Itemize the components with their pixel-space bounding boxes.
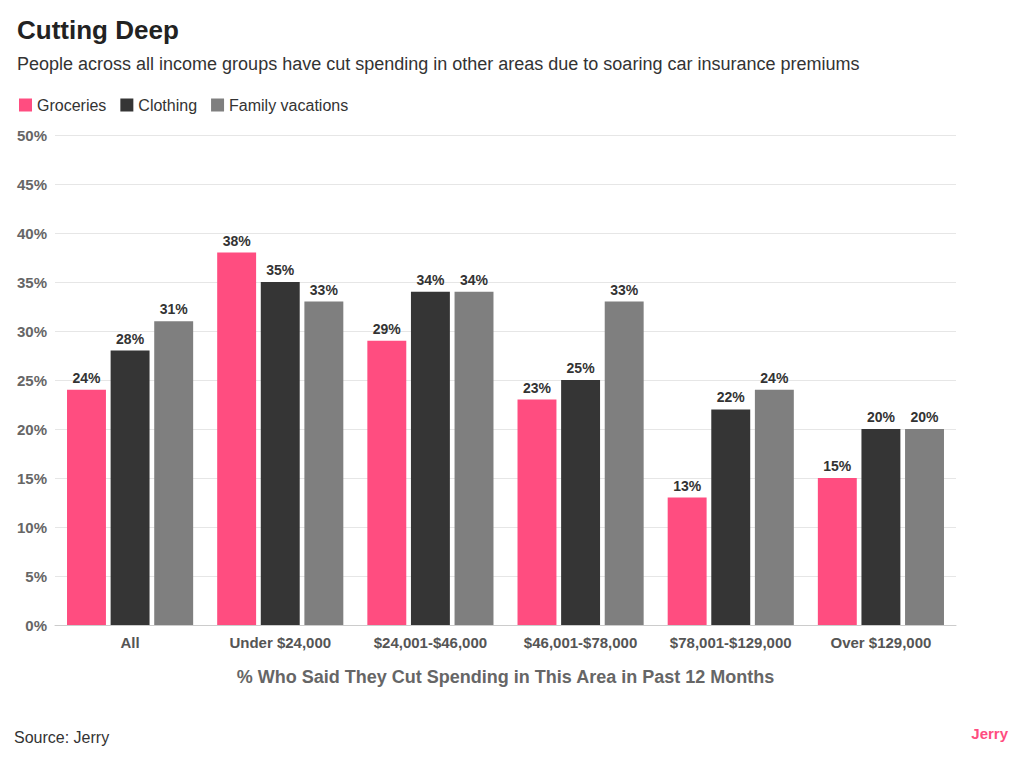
svg-text:20%: 20% [911, 409, 940, 425]
svg-text:50%: 50% [17, 127, 47, 144]
svg-text:$24,001-$46,000: $24,001-$46,000 [374, 634, 487, 651]
svg-text:15%: 15% [823, 458, 852, 474]
svg-text:All: All [120, 634, 139, 651]
svg-text:24%: 24% [72, 370, 101, 386]
svg-text:Groceries: Groceries [37, 97, 106, 114]
svg-text:45%: 45% [17, 176, 47, 193]
svg-text:33%: 33% [310, 282, 339, 298]
svg-text:29%: 29% [373, 321, 402, 337]
svg-text:13%: 13% [673, 478, 702, 494]
svg-text:Jerry: Jerry [971, 725, 1008, 742]
svg-text:40%: 40% [17, 225, 47, 242]
svg-text:Family vacations: Family vacations [229, 97, 348, 114]
svg-text:23%: 23% [523, 380, 552, 396]
svg-text:25%: 25% [17, 372, 47, 389]
svg-text:30%: 30% [17, 323, 47, 340]
svg-text:38%: 38% [223, 233, 252, 249]
svg-text:5%: 5% [25, 568, 47, 585]
svg-text:Under $24,000: Under $24,000 [229, 634, 331, 651]
svg-text:People across all income group: People across all income groups have cut… [17, 54, 859, 74]
svg-text:% Who Said They Cut Spending i: % Who Said They Cut Spending in This Are… [237, 667, 774, 687]
svg-text:20%: 20% [867, 409, 896, 425]
svg-text:33%: 33% [610, 282, 639, 298]
svg-text:0%: 0% [25, 617, 47, 634]
svg-text:$46,001-$78,000: $46,001-$78,000 [524, 634, 637, 651]
svg-text:31%: 31% [160, 301, 189, 317]
svg-text:25%: 25% [567, 360, 596, 376]
svg-text:Clothing: Clothing [138, 97, 197, 114]
svg-text:Cutting Deep: Cutting Deep [17, 15, 179, 45]
svg-text:24%: 24% [760, 370, 789, 386]
svg-text:10%: 10% [17, 519, 47, 536]
svg-text:35%: 35% [17, 274, 47, 291]
svg-text:20%: 20% [17, 421, 47, 438]
svg-text:Source: Jerry: Source: Jerry [14, 729, 109, 746]
svg-text:28%: 28% [116, 331, 145, 347]
svg-text:15%: 15% [17, 470, 47, 487]
svg-text:22%: 22% [717, 389, 746, 405]
svg-text:34%: 34% [460, 272, 489, 288]
svg-text:Over $129,000: Over $129,000 [830, 634, 931, 651]
svg-text:35%: 35% [266, 262, 295, 278]
svg-text:34%: 34% [416, 272, 445, 288]
svg-text:$78,001-$129,000: $78,001-$129,000 [670, 634, 792, 651]
